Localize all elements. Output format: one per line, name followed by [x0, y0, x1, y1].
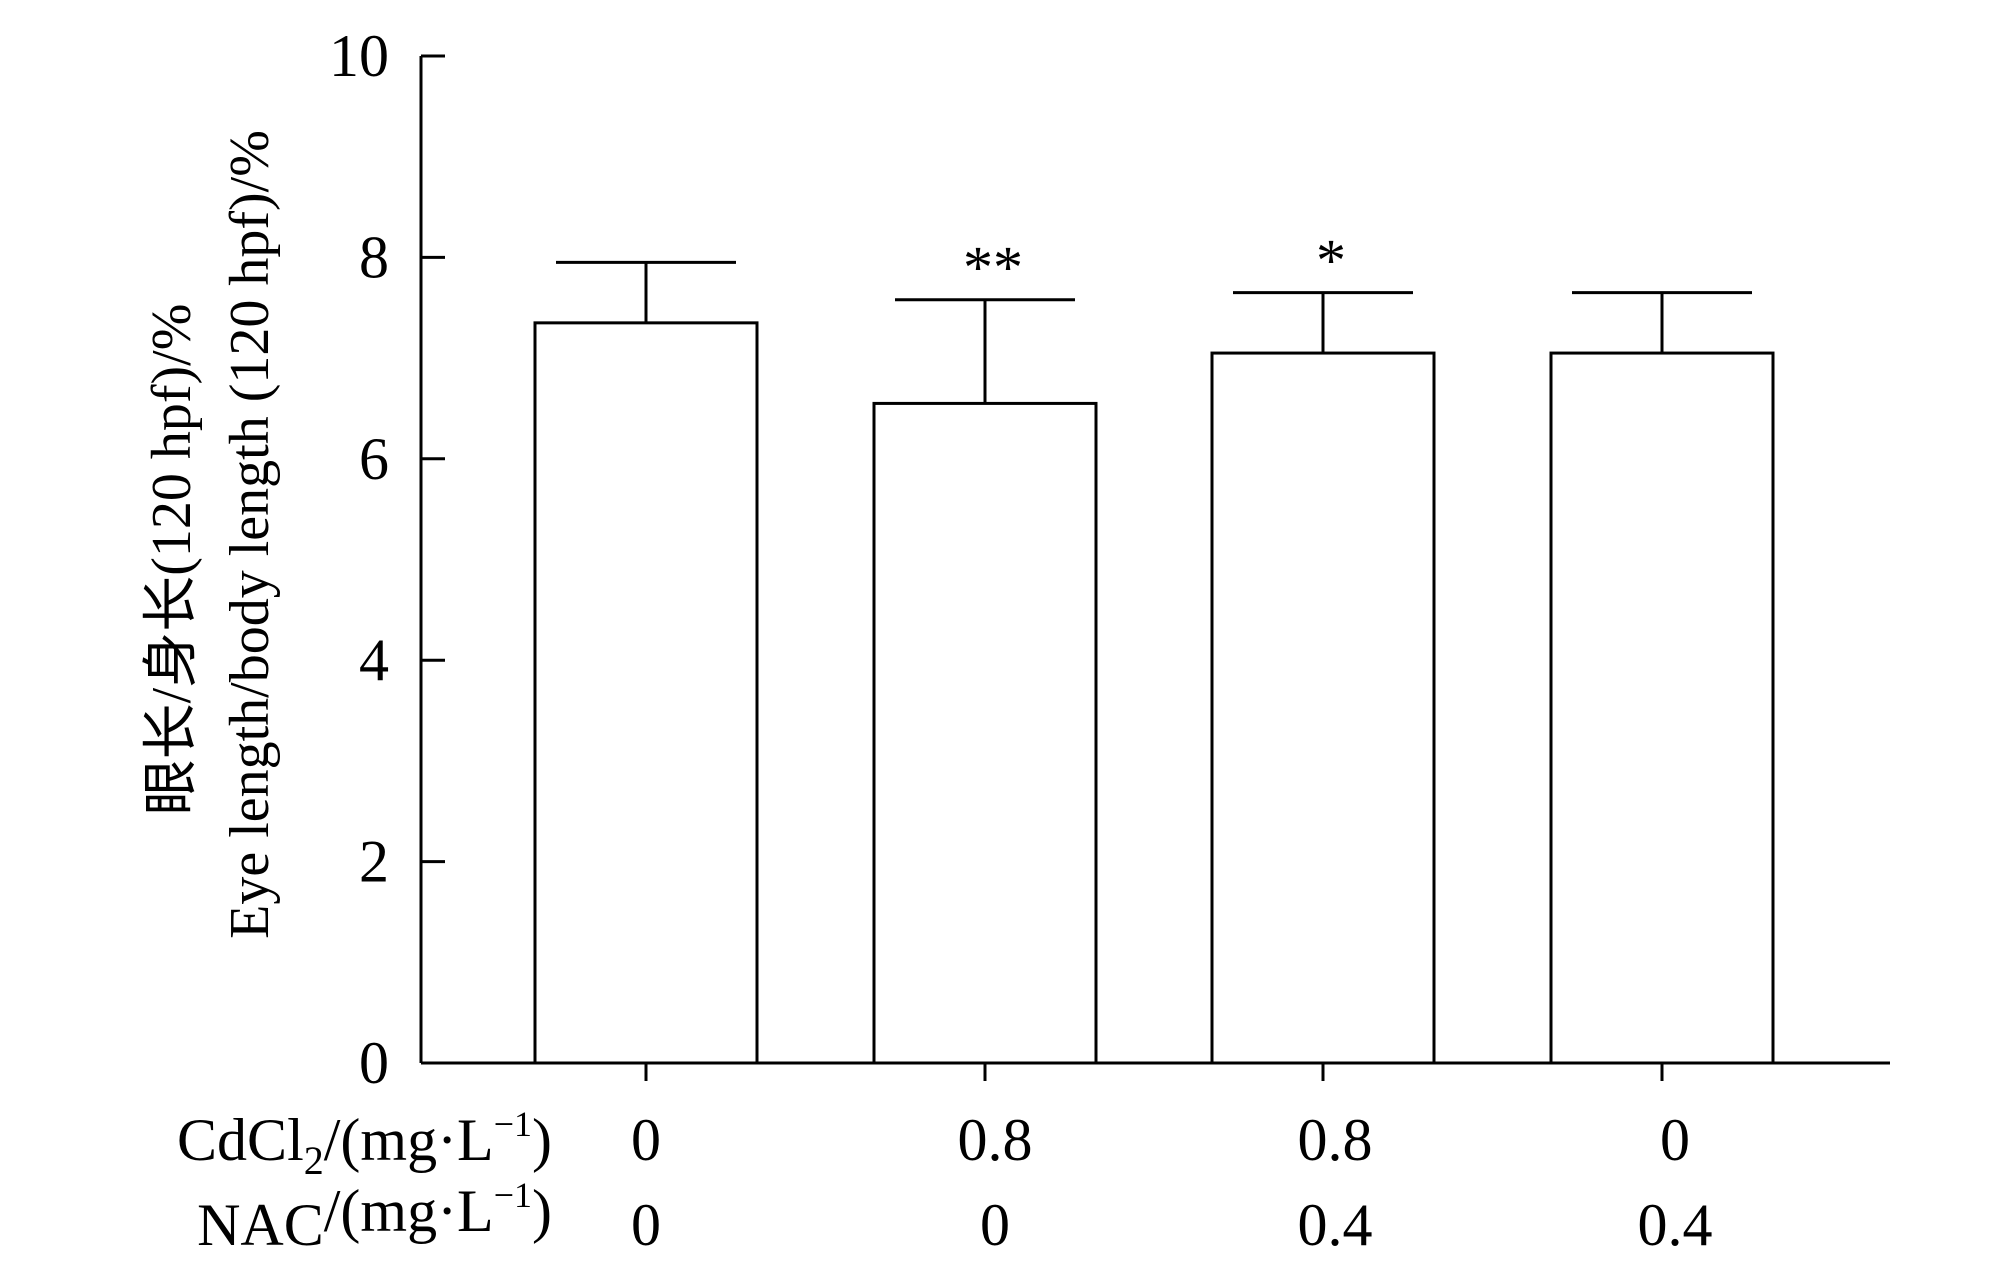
factor-row-label: NAC/(mg·L−1)	[197, 1175, 552, 1258]
factor-row-label-label-main: CdCl	[177, 1107, 304, 1173]
factor-row-label-label-main: NAC	[197, 1192, 324, 1258]
factor-row-value: 0.8	[1298, 1107, 1373, 1173]
factor-row-value: 0	[1660, 1107, 1690, 1173]
bar	[1549, 351, 1775, 1065]
factor-row-label-label-sub: 2	[304, 1138, 324, 1183]
factor-row-value: 0.4	[1298, 1192, 1373, 1258]
significance-mark: **	[963, 235, 1023, 301]
factor-row-label-label-end: )	[532, 1178, 552, 1244]
bar	[1210, 351, 1436, 1065]
factor-row-label-label-end: )	[532, 1107, 552, 1173]
y-tick-label: 2	[359, 829, 389, 895]
y-tick-label: 10	[329, 23, 389, 89]
y-tick-label: 6	[359, 426, 389, 492]
factor-row-label: CdCl2/(mg·L−1)	[177, 1104, 552, 1183]
factor-row-value: 0.8	[958, 1107, 1033, 1173]
bar	[533, 321, 759, 1065]
factor-row-value: 0.4	[1638, 1192, 1713, 1258]
factor-row-label-label-tail: /(mg·L	[324, 1107, 494, 1173]
y-tick-label: 8	[359, 224, 389, 290]
y-axis-title-line2: Eye length/body length (120 hpf)/%	[219, 130, 281, 939]
factor-row-label-label-sup: −1	[494, 1104, 532, 1144]
y-tick-label: 4	[359, 627, 389, 693]
factor-row-value: 0	[631, 1192, 661, 1258]
factor-row-label-label-tail: /(mg·L	[324, 1178, 494, 1244]
factor-row-value: 0	[980, 1192, 1010, 1258]
factor-row-label-label-sup: −1	[494, 1175, 532, 1215]
bars	[533, 260, 1775, 1065]
y-axis-title-line1: 眼长/身长(120 hpf)/%	[141, 304, 203, 816]
significance-mark: *	[1316, 228, 1346, 294]
factor-row-value: 0	[631, 1107, 661, 1173]
bar	[872, 401, 1098, 1065]
y-tick-label: 0	[359, 1030, 389, 1096]
